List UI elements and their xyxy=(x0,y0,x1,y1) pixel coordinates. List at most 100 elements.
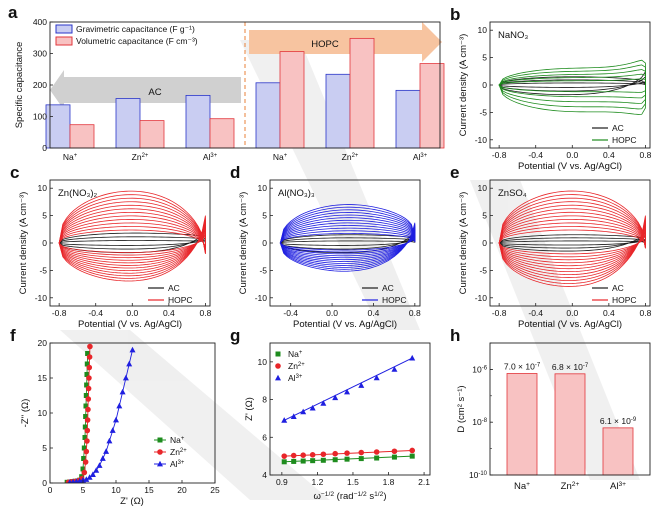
b-ytick-label: 10 xyxy=(478,25,488,35)
panel-e: -0.8 -0.4 0.0 0.4 0.8 -10 -5 0 5 10 Potential (V v… xyxy=(458,179,652,330)
data-point-circle xyxy=(82,459,89,465)
legend-label-hopc: HOPC xyxy=(612,135,637,145)
data-point-circle xyxy=(358,449,365,456)
data-point-triangle xyxy=(332,394,339,401)
b-ytick-label: 0 xyxy=(482,80,487,90)
a-xtick-label: Al3+ xyxy=(413,152,428,162)
b-xtick-label: 0.0 xyxy=(566,150,578,160)
panel-h: 7.0 × 10-7 6.8 × 10-7 6.1 × 10-9 10-10 10-8 1… xyxy=(456,342,651,493)
panel-label-c: c xyxy=(10,163,19,182)
e-xtick-label: -0.8 xyxy=(492,308,507,318)
data-point-square xyxy=(391,454,397,460)
e-ytick-label: 10 xyxy=(478,183,488,193)
a-ylabel: Specific capacitance xyxy=(14,42,25,129)
data-point-triangle xyxy=(320,400,327,406)
a-ytick-label: 400 xyxy=(33,17,47,27)
f-ylabel: -Z'' (Ω) xyxy=(20,399,31,428)
b-xtick-label: 0.4 xyxy=(603,150,615,160)
legend-label: Na+ xyxy=(288,349,303,359)
legend-label-ac: AC xyxy=(612,123,624,133)
data-point-triangle xyxy=(290,413,297,419)
d-xtick-label: -0.4 xyxy=(283,308,298,318)
a-xtick-label: Na+ xyxy=(63,152,78,162)
plot-area-c xyxy=(58,190,206,282)
h-xtick-label: Al3+ xyxy=(610,481,626,493)
f-ytick-label: 0 xyxy=(42,478,47,488)
a-ytick-label: 0 xyxy=(42,143,47,153)
cv-loop-hopc xyxy=(498,59,646,115)
c-ytick-label: -5 xyxy=(39,265,47,275)
bar-value-label: 6.1 × 10-9 xyxy=(600,416,637,426)
data-point-triangle xyxy=(103,448,110,454)
g-xtick-label: 2.1 xyxy=(418,477,430,487)
c-xtick-label: -0.4 xyxy=(88,308,103,318)
g-xtick-label: 1.2 xyxy=(311,477,323,487)
panel-label-f: f xyxy=(10,326,16,345)
data-point-triangle xyxy=(309,404,316,411)
legend-label-hopc: HOPC xyxy=(612,295,637,305)
f-xtick-label: 20 xyxy=(177,485,187,495)
data-point-circle xyxy=(84,427,91,434)
c-xlabel: Potential (V vs. Ag/AgCl) xyxy=(78,319,182,330)
legend-label: Na+ xyxy=(170,435,185,445)
g-xtick-label: 1.5 xyxy=(347,477,359,487)
data-point-triangle xyxy=(67,479,72,483)
a-ytick-label: 100 xyxy=(33,112,47,122)
e-ytick-label: -5 xyxy=(479,265,487,275)
f-xtick-label: 25 xyxy=(210,485,220,495)
bar-gravimetric xyxy=(115,98,141,149)
panel-label-h: h xyxy=(450,326,460,345)
data-point-square xyxy=(84,361,90,367)
cv-loop-hopc xyxy=(498,190,646,287)
e-xtick-label: 0.0 xyxy=(566,308,578,318)
f-xtick-label: 10 xyxy=(111,485,121,495)
data-point-square xyxy=(83,414,89,419)
bar-volumetric xyxy=(139,120,165,149)
data-point-square xyxy=(310,458,316,464)
b-xtick-label: -0.4 xyxy=(528,150,543,160)
data-point-circle xyxy=(85,396,92,402)
c-xtick-label: 0.0 xyxy=(126,308,138,318)
a-xtick-label: Zn2+ xyxy=(342,152,359,162)
plot-frame xyxy=(489,342,651,476)
f-ytick-label: 5 xyxy=(42,443,47,453)
panel-a: AC HOPC 0 100 200 300 400 Na+ Zn2+ Al3+ Na+ Zn2+ Al3… xyxy=(14,17,445,162)
data-point-triangle xyxy=(86,474,93,480)
data-point-triangle xyxy=(122,374,129,381)
a-xtick-label: Na+ xyxy=(273,152,288,162)
b-xtick-label: 0.8 xyxy=(640,150,652,160)
e-title: ZnSO₄ xyxy=(498,188,527,199)
panel-label-a: a xyxy=(8,3,18,22)
b-ytick-label: -10 xyxy=(475,135,488,145)
d-ytick-label: -5 xyxy=(259,265,267,275)
data-point-square xyxy=(81,456,87,461)
f-ytick-label: 20 xyxy=(38,338,48,348)
data-point-circle xyxy=(83,448,90,455)
bar-volumetric xyxy=(349,37,375,149)
panel-c: -0.8 -0.4 0.0 0.4 0.8 -10 -5 0 5 10 Potential (V v… xyxy=(18,179,212,330)
bar-diffusion xyxy=(554,373,586,476)
cv-loop-ac xyxy=(58,234,206,250)
data-point-circle xyxy=(309,452,316,458)
g-ytick-label: 10 xyxy=(258,357,268,367)
a-xtick-label: Zn2+ xyxy=(132,152,149,162)
g-ylabel: Z' (Ω) xyxy=(244,397,255,421)
data-point-square xyxy=(281,459,287,465)
data-point-triangle xyxy=(109,427,116,433)
data-point-square xyxy=(320,457,326,463)
c-xtick-label: 0.8 xyxy=(200,308,212,318)
legend-marker xyxy=(157,449,163,455)
d-ylabel: Current density (A cm⁻³) xyxy=(238,192,249,295)
f-ytick-label: 15 xyxy=(38,373,48,383)
data-point-triangle xyxy=(89,471,96,477)
d-title: Al(NO₃)₃ xyxy=(278,188,315,199)
data-point-circle xyxy=(87,343,93,350)
panel-b: -0.8 -0.4 0.0 0.4 0.8 -10 -5 0 5 10 Potential (V v… xyxy=(458,21,652,172)
legend-marker xyxy=(157,460,163,467)
fit-line xyxy=(284,357,413,421)
legend-label-hopc: HOPC xyxy=(168,295,193,305)
h-ytick-label: 10-10 xyxy=(469,470,488,480)
data-point-triangle xyxy=(93,467,100,473)
legend-label-hopc: HOPC xyxy=(382,295,407,305)
c-ytick-label: 0 xyxy=(42,238,47,248)
